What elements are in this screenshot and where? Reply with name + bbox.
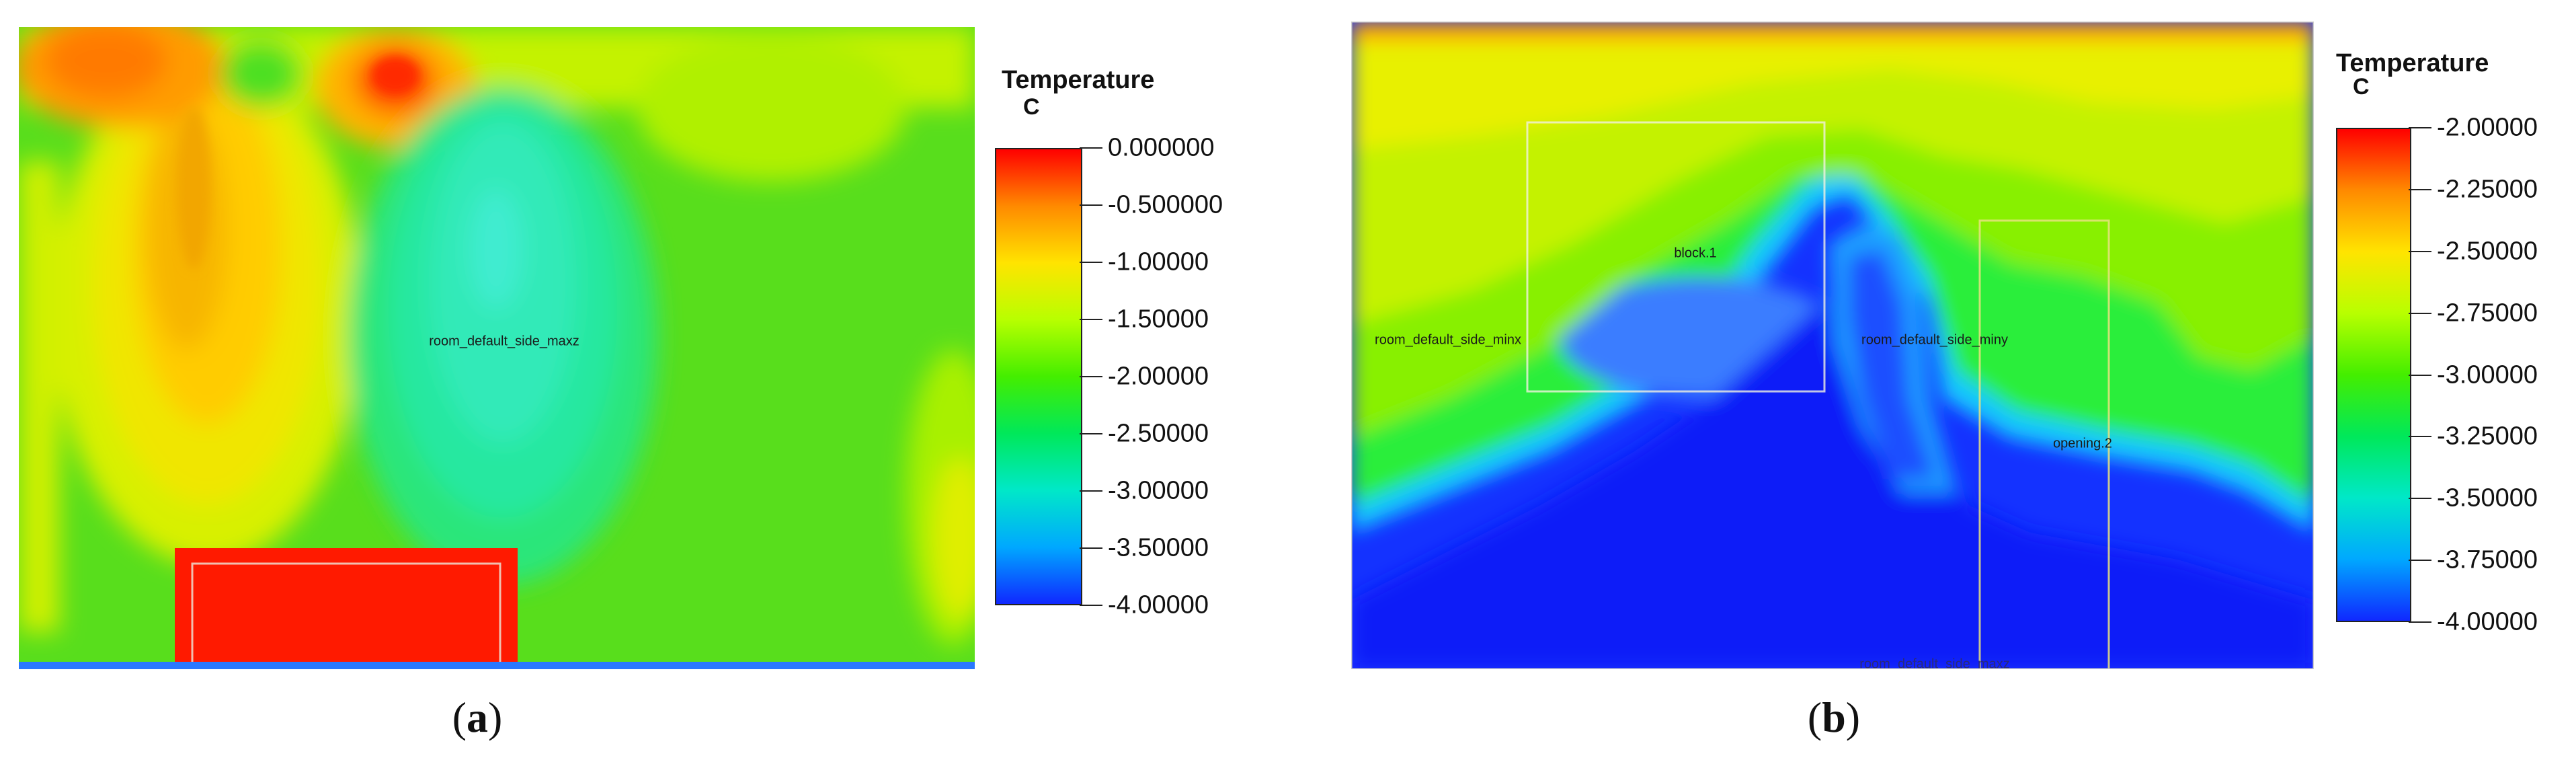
panel-a-colorbar-tick [1080,376,1102,377]
panel-b-colorbar-tick [2409,250,2431,252]
panel-a-colorbar-tick-label: -3.50000 [1108,533,1209,562]
panel-b-colorbar [2336,128,2411,622]
panel-a-colorbar-tick [1080,147,1102,149]
panel-b-colorbar-tick-label: -3.25000 [2437,422,2538,451]
panel-a-colorbar-tick-label: -3.00000 [1108,476,1209,505]
panel-b-label-side-miny: room_default_side_miny [1861,332,2008,348]
panel-a-colorbar-tick-label: -2.50000 [1108,419,1209,448]
panel-a-colorbar-tick [1080,547,1102,549]
panel-b-colorbar-tick [2409,436,2431,438]
panel-b-colorbar-tick [2409,621,2431,623]
panel-a-colorbar-tick-label: -2.00000 [1108,362,1209,391]
panel-b-label-side-bottom: room_default_side_maxz [1859,656,2010,670]
panel-b-contour-plot: block.1 room_default_side_minx room_defa… [1351,22,2314,669]
panel-a-legend-title: Temperature [1002,66,1155,94]
panel-b-legend-unit: C [2353,74,2370,100]
panel-a-colorbar-tick [1080,605,1102,606]
panel-b-colorbar-tick [2409,374,2431,376]
panel-b-colorbar-tick-label: -3.50000 [2437,484,2538,512]
panel-b-caption-letter: b [1822,693,1846,741]
panel-b-colorbar-tick [2409,188,2431,190]
panel-b-label-side-minx: room_default_side_minx [1375,332,1521,348]
panel-a-caption-letter: a [467,693,488,741]
panel-a-colorbar-tick-label: -1.00000 [1108,247,1209,276]
panel-a-label-side-maxz: room_default_side_maxz [429,334,579,349]
panel-b-caption: (b) [1807,693,1861,741]
panel-a-colorbar [995,148,1082,605]
panel-b-colorbar-tick [2409,312,2431,314]
panel-b-colorbar-tick-label: -3.75000 [2437,545,2538,574]
panel-a-contour-plot: room_default_side_maxz [19,27,975,669]
panel-a-colorbar-tick [1080,319,1102,320]
panel-b-colorbar-tick-label: -3.00000 [2437,360,2538,389]
panel-a-colorbar-tick [1080,204,1102,206]
panel-b-legend-title: Temperature [2336,49,2489,77]
panel-b-label-block: block.1 [1674,245,1717,261]
panel-a-colorbar-tick [1080,262,1102,263]
panel-a-caption: (a) [452,693,503,741]
panel-b-colorbar-tick-label: -4.00000 [2437,607,2538,636]
panel-b-colorbar-tick [2409,127,2431,128]
panel-a-legend-unit: C [1023,94,1040,120]
panel-b-colorbar-tick-label: -2.00000 [2437,113,2538,142]
panel-a-colorbar-tick-label: -1.50000 [1108,305,1209,334]
panel-a-colorbar-tick-label: -4.00000 [1108,590,1209,619]
panel-a-colorbar-tick-label: 0.000000 [1108,133,1215,162]
panel-a-colorbar-tick [1080,490,1102,492]
panel-b-label-opening: opening.2 [2053,436,2112,451]
panel-a-colorbar-tick [1080,433,1102,434]
panel-b-colorbar-tick [2409,560,2431,562]
panel-b-colorbar-tick [2409,498,2431,500]
panel-b-colorbar-tick-label: -2.75000 [2437,299,2538,328]
panel-a-colorbar-tick-label: -0.500000 [1108,190,1223,219]
panel-a-contour-svg [19,27,975,669]
panel-b-colorbar-tick-label: -2.50000 [2437,237,2538,266]
panel-b-contour-svg [1351,22,2314,669]
panel-b-colorbar-tick-label: -2.25000 [2437,175,2538,204]
